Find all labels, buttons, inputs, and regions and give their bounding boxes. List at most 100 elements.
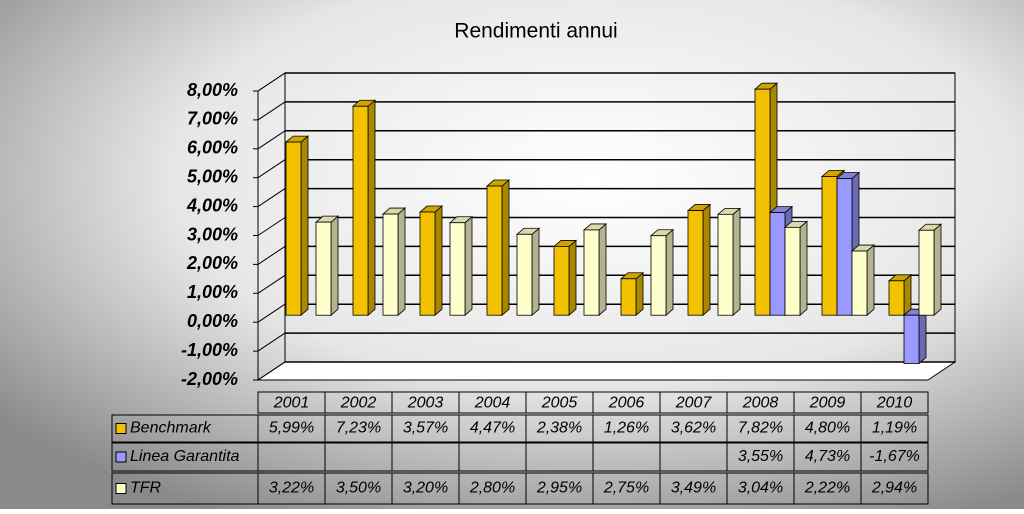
table-value: 3,55% xyxy=(738,448,783,465)
chart-title: Rendimenti annui xyxy=(454,20,617,43)
table-header: 2003 xyxy=(407,395,444,412)
grid-line-side xyxy=(257,245,286,265)
table-header: 2004 xyxy=(474,395,511,412)
grid-line-side xyxy=(257,159,286,179)
bar xyxy=(836,178,853,316)
bar-side xyxy=(665,228,674,317)
grid-line-side xyxy=(257,188,286,208)
table-value: 3,22% xyxy=(269,480,314,497)
bar-side xyxy=(330,215,339,317)
bar-side xyxy=(568,239,577,317)
table-header: 2005 xyxy=(541,395,578,412)
table-value: 4,80% xyxy=(805,420,850,437)
bar xyxy=(918,229,935,316)
bar xyxy=(754,88,771,316)
bar xyxy=(888,280,905,316)
table-value: 7,23% xyxy=(336,420,381,437)
bar xyxy=(903,314,920,364)
bar xyxy=(516,233,533,316)
table-value: 2,75% xyxy=(603,480,649,497)
legend-swatch xyxy=(115,423,127,434)
bar xyxy=(784,226,801,316)
bar xyxy=(851,250,868,316)
table-cell xyxy=(860,472,929,505)
bar xyxy=(553,246,570,316)
bar xyxy=(687,210,704,316)
table-value: 2,95% xyxy=(536,480,582,497)
table-value: 5,99% xyxy=(269,420,314,437)
bar-side xyxy=(367,99,376,317)
table-value: 3,50% xyxy=(336,480,381,497)
bar xyxy=(449,222,466,316)
floor xyxy=(256,361,957,381)
table-header: 2009 xyxy=(809,395,846,412)
table-header: 2006 xyxy=(608,395,645,412)
grid-line-side xyxy=(257,72,286,92)
table-value: 3,49% xyxy=(671,480,716,497)
table-header: 2010 xyxy=(876,395,913,412)
bar-side xyxy=(933,223,942,317)
legend-swatch xyxy=(115,451,127,463)
bar-side xyxy=(702,203,711,317)
grid-line-side xyxy=(257,101,286,121)
table-value: 2,80% xyxy=(469,480,515,497)
bar-side xyxy=(732,207,741,317)
legend-label: Linea Garantita xyxy=(130,448,240,465)
table-value: 1,26% xyxy=(604,420,649,437)
table-value: 2,94% xyxy=(871,480,917,497)
bar-side xyxy=(464,215,473,317)
bar-side xyxy=(598,223,607,317)
y-tick-label: 2,00% xyxy=(186,253,238,273)
y-tick-label: 5,00% xyxy=(187,166,238,186)
table-value: 3,04% xyxy=(738,480,783,497)
bar xyxy=(419,211,436,316)
bar-side xyxy=(434,205,443,317)
bar-side xyxy=(903,273,912,317)
bar xyxy=(583,229,600,316)
bar-side xyxy=(501,179,510,317)
y-tick-label: 7,00% xyxy=(187,109,238,129)
bar xyxy=(382,213,399,316)
table-value: 4,73% xyxy=(805,448,850,465)
table-value: 7,82% xyxy=(738,420,783,437)
bar-side xyxy=(866,244,875,317)
bar xyxy=(620,278,637,316)
y-tick-label: 8,00% xyxy=(187,80,238,100)
table-value: 1,19% xyxy=(872,420,917,437)
bar-side xyxy=(531,227,540,317)
table-value: 2,22% xyxy=(804,480,850,497)
bar-side xyxy=(397,207,406,317)
table-header: 2001 xyxy=(273,395,310,412)
table-value: 3,20% xyxy=(403,480,448,497)
bar xyxy=(717,213,734,316)
grid-line-side xyxy=(257,217,286,236)
table-value: -1,67% xyxy=(869,448,920,465)
legend-label: Benchmark xyxy=(130,420,212,437)
bar xyxy=(315,221,332,316)
table-header: 2002 xyxy=(340,395,377,412)
bar xyxy=(486,185,503,316)
grid-line-side xyxy=(257,274,286,294)
table-value: 4,47% xyxy=(470,420,515,437)
table-value: 3,57% xyxy=(403,420,448,437)
y-tick-label: 3,00% xyxy=(187,224,238,244)
table-value: 2,38% xyxy=(536,420,582,437)
bar xyxy=(821,176,838,316)
y-tick-label: -2,00% xyxy=(181,369,238,389)
table-cell xyxy=(860,391,929,414)
table-cell xyxy=(860,442,929,472)
y-tick-label: -1,00% xyxy=(181,340,238,360)
table-header: 2008 xyxy=(742,395,779,412)
legend-swatch xyxy=(115,483,127,494)
bar xyxy=(352,105,369,316)
grid-line-side xyxy=(257,303,286,323)
y-tick-label: 0,00% xyxy=(187,311,238,331)
y-tick-label: 4,00% xyxy=(186,195,238,215)
bar-side xyxy=(635,271,644,317)
table-value: 3,62% xyxy=(671,420,716,437)
bar-side xyxy=(300,135,309,317)
bar xyxy=(769,212,786,316)
grid-line-side xyxy=(257,361,286,381)
